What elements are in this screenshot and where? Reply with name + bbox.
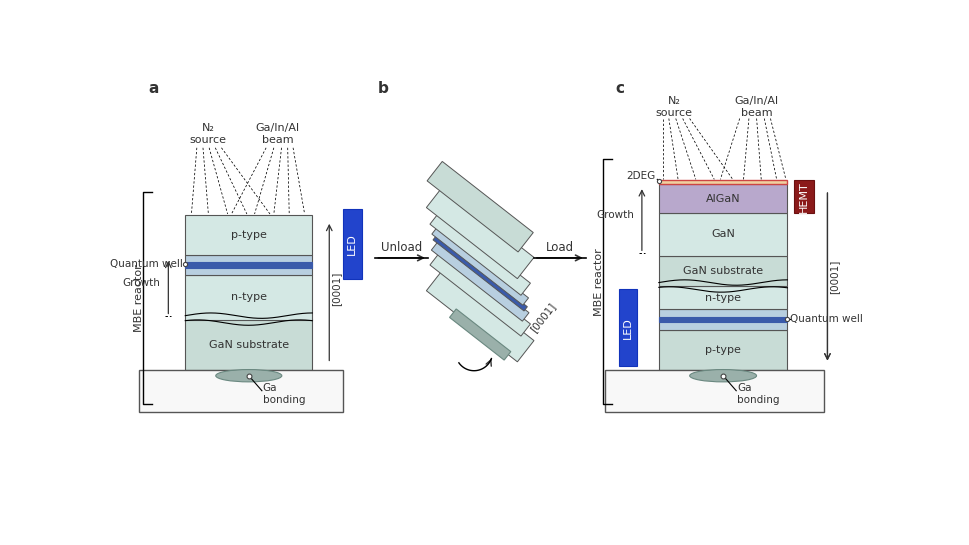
- Polygon shape: [426, 269, 534, 362]
- Polygon shape: [429, 212, 530, 295]
- Text: [0001]: [0001]: [330, 271, 341, 306]
- Bar: [185, 215, 312, 255]
- Polygon shape: [426, 186, 534, 278]
- Bar: [605, 370, 824, 412]
- Text: Load: Load: [546, 241, 574, 253]
- Text: AlGaN: AlGaN: [705, 193, 739, 204]
- Text: Unload: Unload: [381, 241, 422, 253]
- Text: GaN substrate: GaN substrate: [682, 266, 763, 276]
- Text: LED: LED: [347, 233, 357, 255]
- Text: Ga
bonding: Ga bonding: [263, 383, 305, 404]
- Text: [0001]: [0001]: [828, 259, 838, 294]
- Text: MBE reactor: MBE reactor: [593, 248, 603, 316]
- Bar: [658, 286, 787, 310]
- Text: GaN substrate: GaN substrate: [208, 340, 289, 349]
- Polygon shape: [431, 227, 528, 305]
- Polygon shape: [431, 241, 528, 321]
- Text: Ga/In/Al
beam: Ga/In/Al beam: [734, 96, 778, 118]
- Bar: [658, 317, 787, 322]
- Text: GaN: GaN: [710, 229, 735, 239]
- Bar: [185, 275, 312, 319]
- Polygon shape: [432, 235, 527, 311]
- Polygon shape: [429, 253, 530, 336]
- Bar: [343, 209, 361, 278]
- Text: N₂
source: N₂ source: [190, 123, 227, 145]
- Text: a: a: [148, 81, 159, 96]
- Text: Ga
bonding: Ga bonding: [736, 383, 779, 404]
- Text: Quantum well: Quantum well: [109, 259, 183, 269]
- Text: n-type: n-type: [231, 292, 266, 302]
- Text: MBE reactor: MBE reactor: [134, 264, 144, 332]
- Bar: [658, 310, 787, 330]
- Text: Growth: Growth: [123, 277, 161, 288]
- Bar: [139, 370, 343, 412]
- Text: p-type: p-type: [704, 344, 740, 355]
- Bar: [793, 180, 813, 213]
- Text: LED: LED: [622, 317, 633, 339]
- Bar: [658, 213, 787, 256]
- Text: Ga/In/Al
beam: Ga/In/Al beam: [256, 123, 299, 145]
- Polygon shape: [426, 161, 533, 252]
- Bar: [658, 184, 787, 213]
- Ellipse shape: [215, 370, 282, 382]
- Polygon shape: [449, 309, 511, 360]
- Bar: [658, 180, 787, 184]
- Text: b: b: [377, 81, 389, 96]
- Bar: [618, 289, 637, 366]
- Text: Quantum well: Quantum well: [790, 314, 862, 324]
- Text: N₂
source: N₂ source: [655, 96, 692, 118]
- Text: [0001]: [0001]: [527, 301, 556, 334]
- Bar: [658, 330, 787, 370]
- Bar: [185, 319, 312, 370]
- Bar: [185, 255, 312, 275]
- Text: Growth: Growth: [596, 210, 634, 220]
- Bar: [185, 262, 312, 268]
- Ellipse shape: [689, 370, 756, 382]
- Text: c: c: [614, 81, 623, 96]
- Text: p-type: p-type: [231, 230, 266, 240]
- Bar: [658, 256, 787, 286]
- Text: n-type: n-type: [704, 293, 740, 303]
- Text: HEMT: HEMT: [797, 181, 808, 213]
- Text: 2DEG: 2DEG: [626, 171, 655, 181]
